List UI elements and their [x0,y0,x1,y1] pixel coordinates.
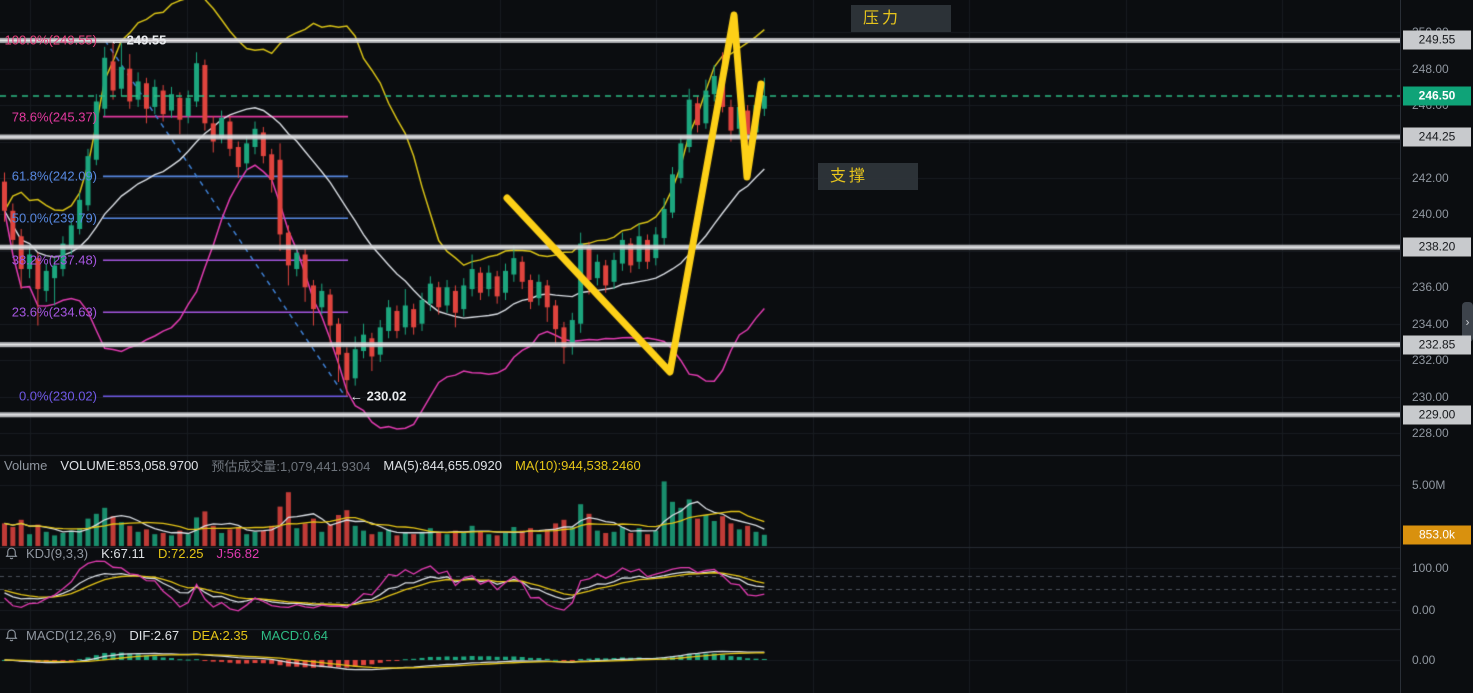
volume-badge: 853.0k [1403,525,1471,545]
axis-tick-label: 242.00 [1412,170,1449,185]
fib-anchor-low-price-label: ← 230.02 [350,388,407,404]
volume-pane-title: Volume [4,457,48,473]
chevron-right-icon: › [1465,315,1470,329]
volume-ma10-value: MA(10):944,538.2460 [514,457,641,473]
alert-bell-icon[interactable] [4,546,19,561]
price-line-badge: 244.25 [1403,127,1471,147]
support-text-drawing[interactable]: 支撑 [818,163,918,190]
axis-tick-label: 0.00 [1412,603,1436,617]
kdj-k-value: K:67.11 [101,545,145,561]
axis-tick-label: 0.00 [1412,653,1436,667]
axis-tick-label: 234.00 [1412,316,1449,331]
kdj-pane-legend: KDJ(9,3,3) K:67.11 D:72.25 J:56.82 [4,545,259,561]
axis-tick-label: 236.00 [1412,280,1449,295]
macd-dea-value: DEA:2.35 [192,627,248,643]
axis-tick-label: 232.00 [1412,353,1449,368]
estimated-volume: 预估成交量:1,079,441.9304 [211,458,371,474]
axis-tick-label: 248.00 [1412,61,1449,76]
kdj-d-value: D:72.25 [158,545,204,561]
axis-tick-label: 230.00 [1412,389,1449,404]
price-line-badge: 238.20 [1403,237,1471,257]
price-line-badge: 232.85 [1403,335,1471,355]
alert-bell-icon[interactable] [4,628,19,643]
price-axis[interactable]: › 250.00248.00246.00244.00242.00240.0023… [1400,0,1473,693]
kdj-title: KDJ(9,3,3) [26,545,89,561]
macd-pane-legend: MACD(12,26,9) DIF:2.67 DEA:2.35 MACD:0.6… [4,627,328,643]
axis-tick-label: 5.00M [1412,478,1446,492]
last-price-badge: 246.50 [1403,86,1471,106]
macd-title: MACD(12,26,9) [26,627,117,643]
volume-ma5-value: MA(5):844,655.0920 [383,457,502,473]
volume-value: VOLUME:853,058.9700 [60,457,199,473]
macd-hist-value: MACD:0.64 [260,627,329,643]
axis-scroll-handle[interactable]: › [1462,302,1473,342]
axis-tick-label: 228.00 [1412,425,1449,440]
price-line-badge: 229.00 [1403,405,1471,425]
fib-anchor-high-price-label: ← 249.55 [110,32,167,48]
kdj-j-value: J:56.82 [216,545,260,561]
axis-tick-label: 100.00 [1412,561,1449,575]
volume-pane-legend: Volume VOLUME:853,058.9700 预估成交量:1,079,4… [4,457,641,474]
macd-dif-value: DIF:2.67 [129,627,180,643]
price-line-badge: 249.55 [1403,30,1471,50]
axis-tick-label: 240.00 [1412,207,1449,222]
resistance-text-drawing[interactable]: 压力 [851,5,951,32]
